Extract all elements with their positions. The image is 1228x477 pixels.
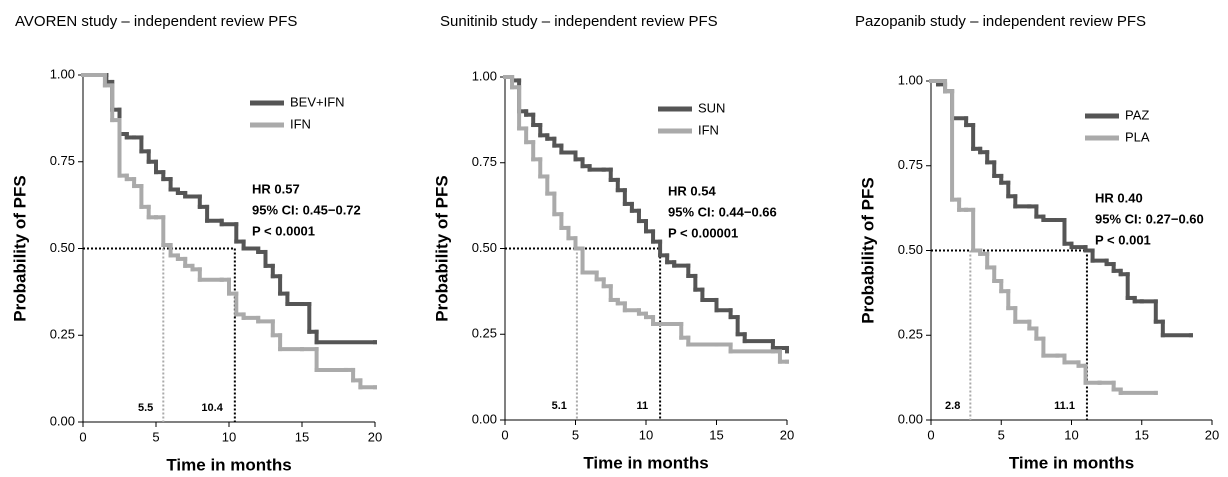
y-tick-label: 0.50 bbox=[898, 242, 923, 257]
x-tick-label: 15 bbox=[295, 429, 309, 444]
y-tick-label: 1.00 bbox=[50, 66, 75, 81]
y-tick-label: 0.75 bbox=[50, 153, 75, 168]
y-tick-label: 0.00 bbox=[472, 411, 497, 426]
chart-title: Sunitinib study – independent review PFS bbox=[440, 13, 718, 30]
x-tick-label: 5 bbox=[998, 427, 1005, 442]
y-tick-label: 0.00 bbox=[50, 413, 75, 428]
legend-label: PAZ bbox=[1125, 107, 1149, 122]
annotation: P < 0.0001 bbox=[252, 223, 315, 238]
x-axis-label: Time in months bbox=[166, 455, 291, 474]
annotation: HR 0.54 bbox=[668, 183, 716, 198]
y-tick-label: 0.75 bbox=[898, 157, 923, 172]
y-tick-label: 1.00 bbox=[898, 72, 923, 87]
y-tick-label: 0.25 bbox=[50, 327, 75, 342]
annotation: 95% CI: 0.27−0.60 bbox=[1095, 211, 1204, 226]
x-tick-label: 5 bbox=[572, 427, 579, 442]
x-axis-label: Time in months bbox=[583, 453, 708, 472]
y-tick-label: 0.25 bbox=[898, 327, 923, 342]
y-tick-label: 1.00 bbox=[472, 68, 497, 83]
legend-label: BEV+IFN bbox=[290, 94, 345, 109]
x-tick-label: 15 bbox=[709, 427, 723, 442]
y-axis-label: Probability of PFS bbox=[858, 177, 877, 323]
annotation: 95% CI: 0.45−0.72 bbox=[252, 202, 361, 217]
x-tick-label: 10 bbox=[639, 427, 653, 442]
y-tick-label: 0.50 bbox=[472, 240, 497, 255]
chart-title: AVOREN study – independent review PFS bbox=[15, 13, 297, 30]
legend-label: IFN bbox=[698, 122, 719, 137]
x-tick-label: 20 bbox=[368, 429, 382, 444]
legend-label: IFN bbox=[290, 116, 311, 131]
x-tick-label: 5 bbox=[152, 429, 159, 444]
annotation: HR 0.57 bbox=[252, 181, 300, 196]
y-axis-label: Probability of PFS bbox=[10, 175, 29, 321]
median-label: 2.8 bbox=[945, 400, 960, 412]
y-axis-label: Probability of PFS bbox=[432, 175, 451, 321]
y-tick-label: 0.00 bbox=[898, 411, 923, 426]
median-label: 11 bbox=[636, 400, 648, 412]
x-tick-label: 15 bbox=[1135, 427, 1149, 442]
legend-label: SUN bbox=[698, 100, 725, 115]
y-tick-label: 0.25 bbox=[472, 326, 497, 341]
x-tick-label: 0 bbox=[79, 429, 86, 444]
median-label: 10.4 bbox=[201, 402, 223, 414]
y-tick-label: 0.75 bbox=[472, 154, 497, 169]
x-axis-label: Time in months bbox=[1009, 453, 1134, 472]
annotation: HR 0.40 bbox=[1095, 190, 1143, 205]
x-tick-label: 20 bbox=[1205, 427, 1219, 442]
median-label: 5.5 bbox=[138, 402, 153, 414]
y-tick-label: 0.50 bbox=[50, 240, 75, 255]
x-tick-label: 0 bbox=[501, 427, 508, 442]
annotation: 95% CI: 0.44−0.66 bbox=[668, 204, 777, 219]
x-tick-label: 20 bbox=[780, 427, 794, 442]
annotation: P < 0.00001 bbox=[668, 225, 738, 240]
x-tick-label: 10 bbox=[1064, 427, 1078, 442]
chart-title: Pazopanib study – independent review PFS bbox=[855, 13, 1146, 30]
x-tick-label: 10 bbox=[222, 429, 236, 444]
annotation: P < 0.001 bbox=[1095, 232, 1151, 247]
x-tick-label: 0 bbox=[927, 427, 934, 442]
median-label: 5.1 bbox=[552, 400, 567, 412]
legend-label: PLA bbox=[1125, 129, 1150, 144]
median-label: 11.1 bbox=[1054, 400, 1075, 412]
